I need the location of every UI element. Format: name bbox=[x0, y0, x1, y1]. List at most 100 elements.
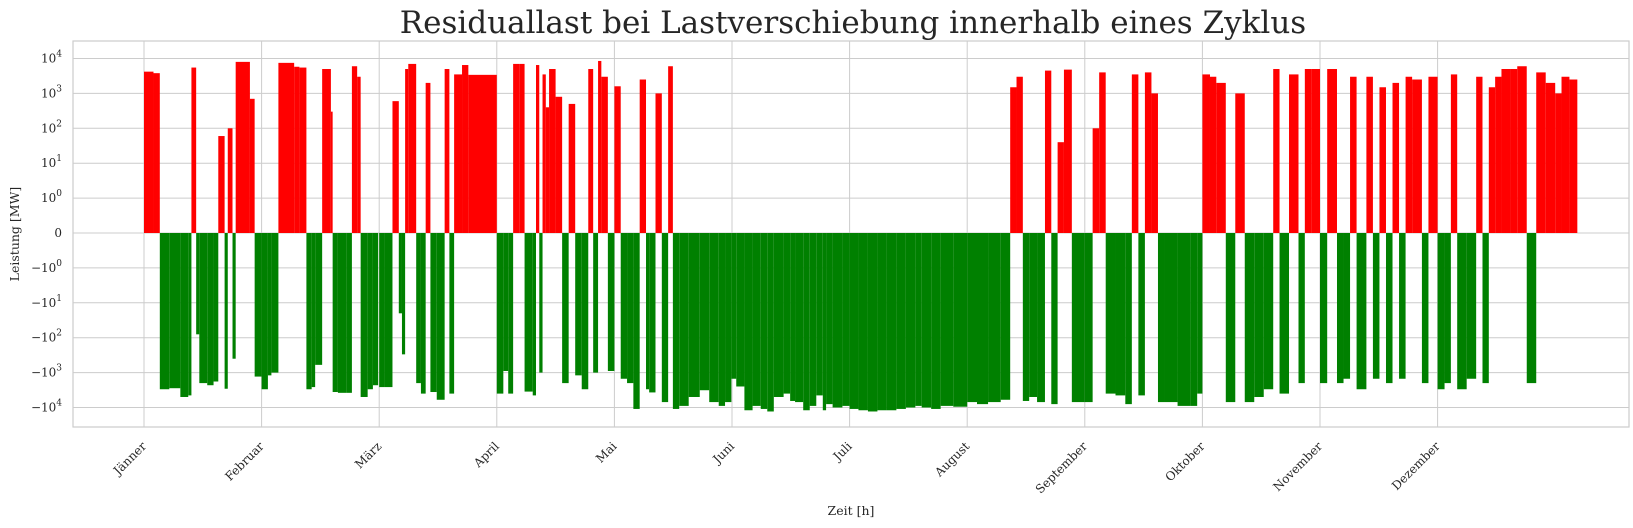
bar-positive bbox=[249, 98, 255, 233]
y-tick-label: −102 bbox=[31, 329, 62, 345]
bar-negative bbox=[1051, 233, 1058, 405]
bar-negative bbox=[896, 233, 906, 409]
bar-positive bbox=[1311, 69, 1320, 233]
bar-negative bbox=[1197, 233, 1203, 394]
bar-negative bbox=[826, 233, 833, 405]
bar-negative bbox=[940, 233, 954, 406]
y-tick-label: −104 bbox=[31, 399, 62, 415]
bar-negative bbox=[1444, 233, 1451, 384]
bar-negative bbox=[921, 233, 932, 408]
bar-positive bbox=[1151, 93, 1158, 234]
bar-negative bbox=[816, 233, 823, 396]
bar-positive bbox=[191, 67, 197, 233]
y-tick-label: 101 bbox=[41, 154, 62, 170]
bar-negative bbox=[620, 233, 628, 379]
bar-negative bbox=[449, 233, 455, 394]
bar-negative bbox=[822, 233, 827, 411]
bar-negative bbox=[1457, 233, 1467, 390]
x-tick-label: Juni bbox=[709, 439, 737, 467]
bar-positive bbox=[357, 76, 361, 233]
bar-positive bbox=[322, 69, 331, 233]
bar-negative bbox=[1164, 233, 1178, 403]
bar-positive bbox=[668, 66, 673, 234]
bar-positive bbox=[1010, 87, 1017, 233]
bar-negative bbox=[709, 233, 719, 403]
bar-negative bbox=[1356, 233, 1367, 390]
bar-positive bbox=[1289, 74, 1299, 233]
bar-positive bbox=[601, 76, 608, 233]
bar-positive bbox=[1304, 69, 1312, 233]
bar-negative bbox=[1372, 233, 1380, 379]
bar-positive bbox=[542, 74, 546, 233]
bar-positive bbox=[1202, 74, 1210, 233]
bar-negative bbox=[1526, 233, 1537, 384]
bar-negative bbox=[649, 233, 656, 393]
bar-positive bbox=[1044, 70, 1052, 233]
bar-negative bbox=[180, 233, 189, 397]
y-tick-label: −100 bbox=[31, 259, 62, 275]
bar-positive bbox=[330, 111, 333, 233]
bar-negative bbox=[420, 233, 426, 394]
bar-negative bbox=[773, 233, 784, 397]
chart-title: Residuallast bei Lastverschiebung innerh… bbox=[400, 5, 1306, 41]
bar-negative bbox=[1225, 233, 1236, 403]
bar-negative bbox=[562, 233, 569, 384]
bar-negative bbox=[842, 233, 850, 406]
bar-negative bbox=[832, 233, 843, 408]
bar-negative bbox=[803, 233, 810, 411]
bar-positive bbox=[1063, 69, 1072, 234]
bar-positive bbox=[545, 107, 550, 233]
bar-negative bbox=[867, 233, 878, 412]
bar-negative bbox=[886, 233, 897, 411]
bar-positive bbox=[588, 69, 594, 233]
bar-negative bbox=[661, 233, 669, 403]
bar-positive bbox=[1501, 69, 1511, 233]
bar-negative bbox=[1399, 233, 1406, 379]
bar-positive bbox=[549, 69, 556, 233]
bar-negative bbox=[967, 233, 977, 403]
bar-positive bbox=[1273, 69, 1280, 233]
bar-negative bbox=[1157, 233, 1165, 403]
bar-negative bbox=[1279, 233, 1290, 394]
bar-negative bbox=[436, 233, 445, 400]
bar-positive bbox=[655, 93, 662, 234]
bar-positive bbox=[614, 86, 621, 233]
bar-positive bbox=[227, 128, 233, 233]
bar-negative bbox=[760, 233, 768, 409]
bar-positive bbox=[568, 103, 576, 233]
x-tick-label: Dezember bbox=[1389, 439, 1443, 493]
bar-negative bbox=[539, 233, 543, 373]
bar-negative bbox=[1022, 233, 1030, 401]
bar-negative bbox=[254, 233, 262, 377]
bar-negative bbox=[915, 233, 922, 406]
bar-negative bbox=[346, 233, 352, 393]
bar-negative bbox=[1437, 233, 1445, 390]
bar-negative bbox=[1298, 233, 1305, 384]
bar-negative bbox=[332, 233, 338, 393]
y-tick-label: 104 bbox=[41, 50, 62, 66]
plot-frame bbox=[72, 40, 1630, 428]
bar-negative bbox=[169, 233, 181, 389]
bar-positive bbox=[1510, 69, 1518, 233]
bar-positive bbox=[462, 65, 469, 233]
x-tick-label: Jänner bbox=[109, 439, 149, 479]
x-tick-label: Mai bbox=[593, 439, 619, 465]
bar-negative bbox=[224, 233, 228, 389]
bar-negative bbox=[306, 233, 312, 390]
bar-negative bbox=[575, 233, 582, 376]
bar-positive bbox=[1131, 74, 1139, 233]
bar-negative bbox=[858, 233, 868, 411]
y-tick-label: 0 bbox=[54, 226, 62, 240]
y-tick-label: 103 bbox=[41, 84, 62, 100]
bar-negative bbox=[1029, 233, 1038, 397]
bar-negative bbox=[1320, 233, 1328, 384]
bar-negative bbox=[977, 233, 989, 405]
bar-negative bbox=[581, 233, 589, 390]
bar-negative bbox=[1115, 233, 1126, 396]
bar-positive bbox=[153, 73, 160, 233]
bar-negative bbox=[646, 233, 650, 390]
bar-positive bbox=[351, 66, 358, 234]
bar-positive bbox=[235, 61, 250, 233]
bar-positive bbox=[218, 136, 225, 233]
bar-negative bbox=[731, 233, 737, 379]
